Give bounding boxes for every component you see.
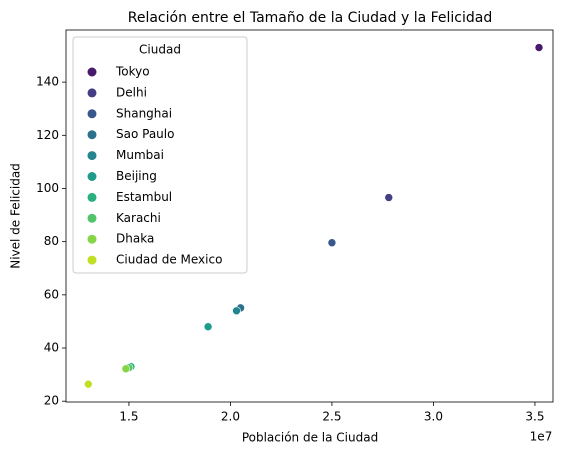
plot-frame xyxy=(65,29,554,403)
legend-marker xyxy=(87,255,97,265)
x-axis-label: Población de la Ciudad xyxy=(242,431,378,445)
legend-marker xyxy=(87,130,97,140)
y-tick-label: 140 xyxy=(36,75,59,89)
x-tick-label: 2.0 xyxy=(221,410,240,424)
chart-title: Relación entre el Tamaño de la Ciudad y … xyxy=(128,10,493,26)
point xyxy=(327,238,337,248)
legend-label: Estambul xyxy=(116,190,172,204)
point xyxy=(203,322,213,332)
x-offset-label: 1e7 xyxy=(530,430,553,444)
x-tick-label: 3.5 xyxy=(525,410,544,424)
point xyxy=(232,306,241,316)
legend-label: Shanghai xyxy=(116,106,172,120)
point xyxy=(384,193,394,202)
y-axis-label: Nivel de Felicidad xyxy=(9,163,23,269)
x-tick-label: 2.5 xyxy=(322,410,341,424)
x-tick-label: 3.0 xyxy=(424,410,443,424)
y-tick-label: 60 xyxy=(44,287,59,301)
legend-marker xyxy=(87,172,97,181)
y-tick-label: 100 xyxy=(36,181,59,195)
y-tick-label: 40 xyxy=(44,341,59,355)
point xyxy=(534,43,544,52)
x-tick-label: 1.5 xyxy=(119,410,138,424)
legend-title: Ciudad xyxy=(139,43,181,57)
y-tick-label: 120 xyxy=(36,128,59,142)
legend-label: Beijing xyxy=(116,169,157,183)
legend-label: Mumbai xyxy=(116,148,164,162)
legend-label: Ciudad de Mexico xyxy=(116,253,222,267)
legend-label: Sao Paulo xyxy=(116,127,174,141)
legend-label: Delhi xyxy=(116,85,147,99)
legend-label: Karachi xyxy=(116,211,161,225)
legend-marker xyxy=(87,109,97,119)
point xyxy=(84,379,93,389)
y-tick-label: 20 xyxy=(44,394,59,408)
legend-marker xyxy=(87,67,97,77)
legend-marker xyxy=(87,192,97,202)
y-tick-label: 80 xyxy=(44,234,59,248)
legend-box xyxy=(72,36,248,274)
legend-label: Dhaka xyxy=(116,232,154,246)
legend-marker xyxy=(87,88,97,98)
point xyxy=(121,364,131,374)
legend-label: Tokyo xyxy=(115,65,150,79)
legend-marker xyxy=(87,213,97,223)
legend-marker xyxy=(87,234,97,244)
legend-marker xyxy=(87,151,97,161)
